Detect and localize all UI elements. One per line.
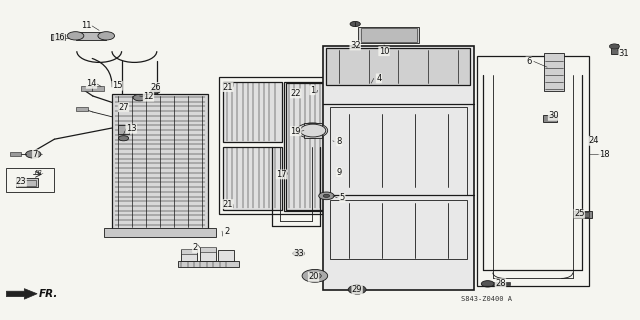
Bar	[178, 261, 239, 267]
Bar	[218, 250, 234, 261]
Text: 7: 7	[33, 150, 38, 159]
Bar	[6, 168, 54, 192]
Bar	[118, 125, 129, 134]
Bar	[10, 152, 21, 156]
Text: 25: 25	[574, 209, 584, 218]
Bar	[112, 94, 208, 229]
Bar	[575, 212, 581, 217]
Text: 2: 2	[225, 227, 230, 236]
Circle shape	[323, 194, 330, 197]
Bar	[323, 46, 474, 290]
Circle shape	[350, 21, 360, 27]
Text: 26: 26	[151, 83, 161, 92]
Text: FR.: FR.	[38, 289, 58, 299]
Bar	[488, 282, 510, 285]
Bar	[200, 248, 216, 261]
Text: 1: 1	[310, 86, 315, 95]
Text: 21: 21	[223, 200, 233, 209]
Bar	[477, 56, 589, 286]
Circle shape	[319, 192, 334, 200]
Polygon shape	[6, 289, 37, 299]
Text: 16: 16	[54, 33, 65, 42]
Circle shape	[348, 285, 366, 294]
Bar	[18, 180, 36, 186]
Text: 14: 14	[86, 79, 97, 88]
Text: S843-Z0400 A: S843-Z0400 A	[461, 296, 512, 302]
Text: 5: 5	[340, 193, 345, 202]
Circle shape	[26, 150, 41, 158]
Bar	[181, 250, 197, 261]
Bar	[223, 147, 282, 210]
Bar	[286, 83, 328, 210]
Circle shape	[300, 124, 326, 137]
Bar	[573, 211, 592, 218]
Bar	[544, 53, 564, 91]
Text: 29: 29	[352, 285, 362, 294]
Bar	[543, 115, 557, 122]
Bar	[611, 44, 618, 54]
Text: 20: 20	[308, 272, 319, 281]
Text: FR.: FR.	[35, 170, 45, 175]
Circle shape	[67, 32, 84, 40]
Text: 11: 11	[81, 21, 92, 30]
Bar	[219, 77, 351, 214]
Bar	[284, 82, 330, 211]
Text: 31: 31	[619, 49, 629, 58]
Text: 27: 27	[118, 103, 129, 112]
Bar	[330, 107, 467, 195]
Circle shape	[98, 32, 115, 40]
Circle shape	[308, 273, 321, 279]
Text: 13: 13	[126, 124, 136, 133]
Circle shape	[302, 269, 328, 282]
Bar	[81, 86, 92, 91]
Bar	[92, 86, 104, 91]
Bar	[76, 32, 106, 40]
Text: 33: 33	[294, 249, 304, 258]
Text: 6: 6	[526, 57, 531, 66]
Bar	[355, 289, 359, 294]
Circle shape	[297, 123, 328, 138]
Text: 17: 17	[276, 170, 287, 179]
Text: 23: 23	[16, 177, 26, 186]
Circle shape	[293, 251, 305, 256]
Text: 28: 28	[495, 279, 506, 288]
Bar	[51, 34, 65, 40]
Bar	[582, 212, 589, 217]
Text: 32: 32	[350, 41, 360, 50]
Text: 24: 24	[589, 136, 599, 145]
Circle shape	[310, 129, 315, 132]
Circle shape	[151, 89, 160, 93]
Circle shape	[609, 44, 620, 49]
Text: 8: 8	[337, 137, 342, 146]
Bar	[181, 249, 197, 254]
Bar	[326, 48, 470, 85]
Text: 22: 22	[291, 89, 301, 98]
Text: 2: 2	[193, 244, 198, 252]
Text: 12: 12	[143, 92, 154, 101]
Circle shape	[481, 281, 494, 287]
Text: 9: 9	[337, 168, 342, 177]
Text: 30: 30	[548, 111, 559, 120]
Text: 10: 10	[379, 47, 389, 56]
Text: 18: 18	[599, 150, 609, 159]
Bar	[104, 228, 216, 237]
Text: 19: 19	[291, 127, 301, 136]
Bar	[330, 200, 467, 259]
Circle shape	[118, 136, 129, 141]
Circle shape	[305, 127, 320, 134]
Text: 4: 4	[376, 74, 381, 83]
Bar	[304, 123, 322, 138]
Bar	[76, 107, 88, 111]
Bar	[358, 27, 419, 43]
Bar	[16, 178, 38, 187]
Text: 21: 21	[223, 83, 233, 92]
Bar	[200, 247, 216, 252]
Circle shape	[133, 94, 146, 101]
Text: 15: 15	[112, 81, 122, 90]
Bar	[361, 28, 417, 42]
Bar	[223, 82, 282, 142]
